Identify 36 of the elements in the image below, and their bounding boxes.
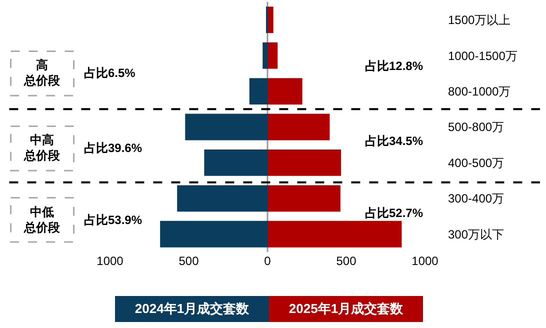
x-tick-label: 0 [264,254,272,268]
annotation: 占比6.5% [84,66,136,80]
text: 2024年1月成交套数 [115,296,269,322]
y-tick-label: 500-800万 [448,120,504,134]
bar [204,150,268,176]
y-tick-label: 1000-1500万 [448,48,518,63]
bar [249,78,268,104]
x-tick-label: 1000 [96,254,124,268]
bar [268,220,402,248]
x-tick-label: 500 [336,254,357,268]
bar [268,6,274,34]
annotation: 占比12.8% [365,59,424,73]
text: 2025年1月成交套数 [269,296,423,322]
bar [160,220,268,248]
bar [268,185,340,212]
bar [268,42,278,69]
bar [177,185,268,212]
bar [268,78,302,104]
bar [268,114,330,140]
bar [185,114,268,140]
annotation: 占比53.9% [84,213,142,227]
text: 中低总价段 [23,205,61,235]
bar [268,150,342,176]
text: 高总价段 [23,58,61,88]
y-tick-label: 300万以下 [448,227,504,242]
bar [262,42,268,69]
annotation: 占比52.7% [365,206,424,220]
text: 中高总价段 [23,133,61,163]
x-tick-label: 500 [178,254,200,268]
y-tick-label: 400-500万 [448,156,504,170]
x-tick-label: 1000 [412,254,439,268]
annotation: 占比39.6% [84,141,142,155]
y-tick-label: 800-1000万 [448,84,511,98]
y-tick-label: 300-400万 [448,192,504,206]
y-tick-label: 1500万以上 [448,13,511,28]
annotation: 占比34.5% [365,134,424,148]
